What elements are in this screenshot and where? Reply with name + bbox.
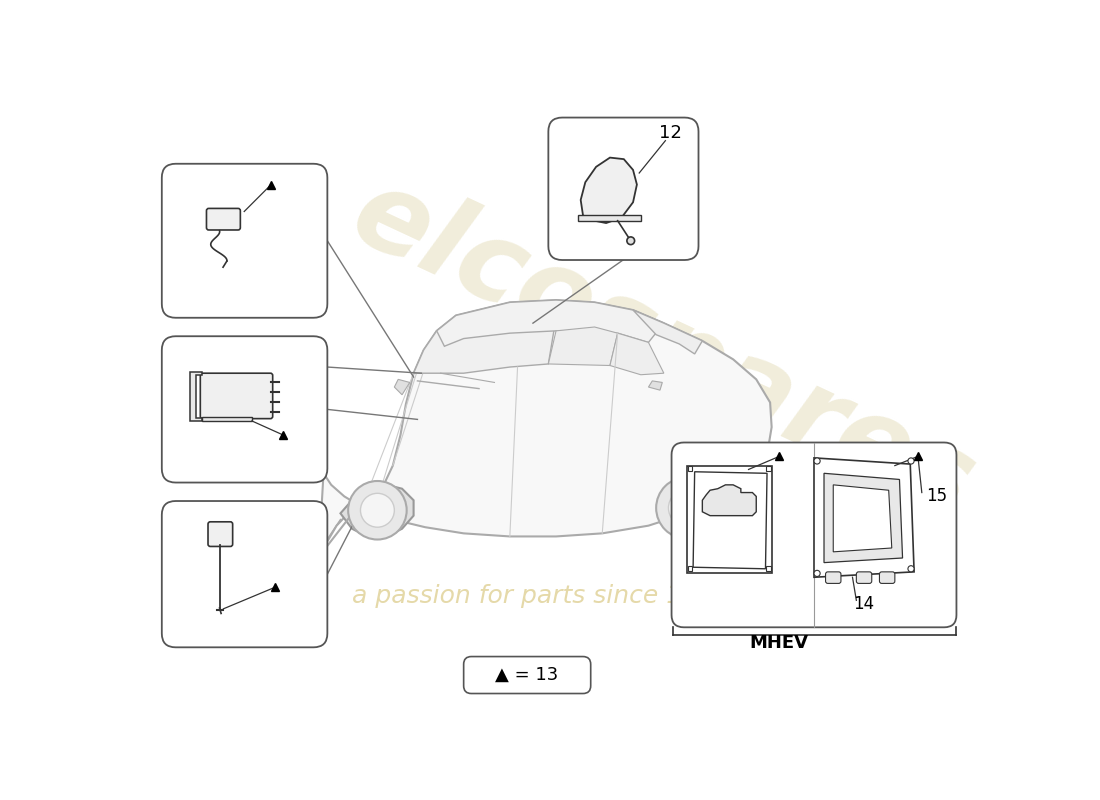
Circle shape xyxy=(656,477,717,538)
Polygon shape xyxy=(824,474,902,562)
FancyBboxPatch shape xyxy=(162,164,328,318)
Polygon shape xyxy=(834,485,892,552)
Circle shape xyxy=(627,237,635,245)
Bar xyxy=(688,566,692,571)
Polygon shape xyxy=(686,466,772,574)
Polygon shape xyxy=(341,485,414,537)
Bar xyxy=(688,466,692,471)
Circle shape xyxy=(908,566,914,572)
Polygon shape xyxy=(319,300,772,554)
Polygon shape xyxy=(609,333,664,374)
Polygon shape xyxy=(395,379,409,394)
Text: elcospares: elcospares xyxy=(337,159,991,541)
Polygon shape xyxy=(437,300,664,346)
Polygon shape xyxy=(703,485,757,516)
Circle shape xyxy=(814,458,821,464)
Circle shape xyxy=(814,570,821,577)
FancyBboxPatch shape xyxy=(856,572,871,583)
FancyBboxPatch shape xyxy=(162,336,328,482)
FancyBboxPatch shape xyxy=(162,501,328,647)
Polygon shape xyxy=(548,327,618,366)
Circle shape xyxy=(348,481,407,539)
FancyBboxPatch shape xyxy=(825,572,842,583)
Circle shape xyxy=(361,494,394,527)
Polygon shape xyxy=(634,310,703,354)
Bar xyxy=(767,566,771,571)
Text: 14: 14 xyxy=(854,595,874,613)
FancyBboxPatch shape xyxy=(207,209,241,230)
Polygon shape xyxy=(814,458,914,578)
FancyBboxPatch shape xyxy=(200,373,273,418)
Polygon shape xyxy=(190,372,202,421)
Polygon shape xyxy=(414,318,556,373)
Text: a passion for parts since 1985: a passion for parts since 1985 xyxy=(352,585,729,609)
Bar xyxy=(767,466,771,471)
FancyBboxPatch shape xyxy=(880,572,895,583)
Circle shape xyxy=(669,490,705,526)
Polygon shape xyxy=(693,472,767,569)
Text: 15: 15 xyxy=(926,487,947,506)
Polygon shape xyxy=(649,381,662,390)
FancyBboxPatch shape xyxy=(548,118,698,260)
Polygon shape xyxy=(578,215,640,221)
Polygon shape xyxy=(202,417,252,421)
Text: 12: 12 xyxy=(659,124,681,142)
FancyBboxPatch shape xyxy=(671,442,957,627)
Text: MHEV: MHEV xyxy=(750,634,808,652)
Polygon shape xyxy=(581,158,637,223)
FancyBboxPatch shape xyxy=(464,657,591,694)
Circle shape xyxy=(908,458,914,464)
Text: ▲ = 13: ▲ = 13 xyxy=(495,666,559,684)
FancyBboxPatch shape xyxy=(208,522,233,546)
